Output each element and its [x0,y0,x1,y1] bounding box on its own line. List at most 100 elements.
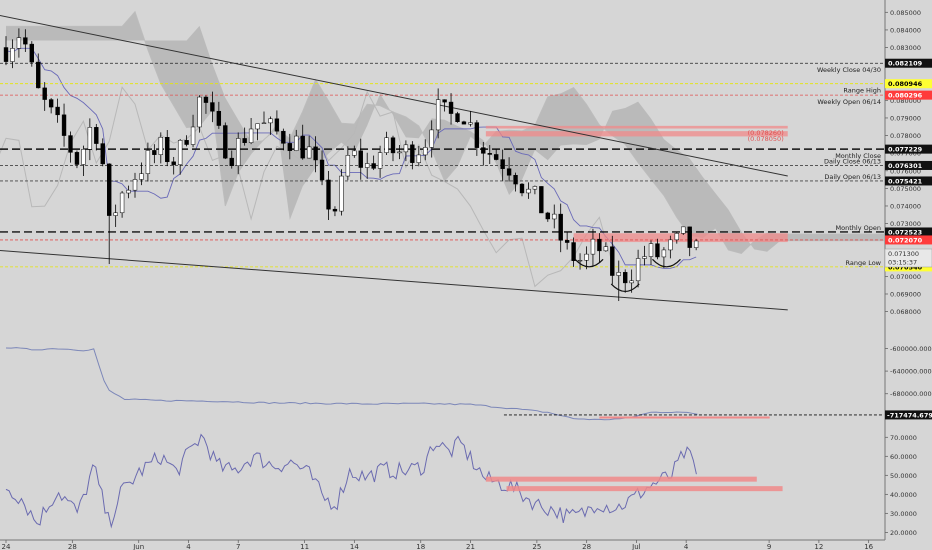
zone-label: (0.078260) [748,129,784,137]
candle-body [642,256,647,259]
candle [29,41,34,67]
candle [113,204,118,227]
candle-body [152,150,157,155]
indicator-tick-label: -640000.0000 [890,368,932,376]
price-tick-label: 0.083000 [890,44,921,52]
candle [455,111,460,123]
candle [139,162,144,186]
candle-body [177,140,183,165]
candle-body [55,106,60,116]
indicator-pane[interactable] [0,347,884,423]
candle-body [145,150,151,174]
candle-body [423,147,428,156]
candle-body [171,161,176,165]
candle [306,135,312,159]
candle-body [448,101,454,114]
level-tag: 0.082109 [888,60,923,68]
level-label: Monthly Open [836,224,881,232]
level-label: Range Low [846,259,882,267]
candle-body [571,242,576,261]
candle-body [352,150,357,156]
candle [281,128,286,151]
candle [171,156,176,175]
price-tick-label: 0.069000 [890,290,921,298]
candle-body [313,146,318,161]
time-tick-label: Jul [631,543,641,550]
resistance-zone [485,131,788,137]
candle [319,150,325,186]
time-tick-label: 25 [532,543,541,550]
candle [558,203,563,253]
pattern-arc [574,258,604,268]
candle-body [210,102,215,112]
candle-body [326,179,331,210]
candle-body [68,135,73,153]
candle-body [532,186,538,190]
candle-body [584,253,589,261]
countdown-label: 03:15:37 [888,259,917,267]
candle-body [345,155,351,177]
candle-body [442,99,447,103]
candle-body [687,226,692,248]
candle-body [429,129,434,148]
candle-body [655,243,660,258]
candle-body [281,130,286,144]
conversion-line [5,47,697,269]
level-label: Monthly Close [835,152,881,160]
level-tag: 0.070540 [888,263,923,271]
candle-body [390,137,396,154]
candle-body [693,240,699,248]
candle [3,36,9,66]
candle-body [500,159,505,169]
time-axis[interactable]: 24 28 Jun 4 7 11 14 18 21 25 28 Jul 4 9 12 16 [0,539,885,550]
indicator-line [5,347,698,421]
rsi-pane[interactable] [5,433,783,529]
price-pane[interactable]: (0.078260)(0.078050) Weekly Close 04/30 Ra… [0,10,922,339]
time-tick-label: 14 [350,543,359,550]
candle [590,228,596,267]
price-tick-label: 0.084000 [890,26,921,34]
candle [616,260,621,302]
indicator-tick-label: -680000.0000 [890,390,932,398]
candle [577,253,583,270]
candle [300,124,305,160]
candle [48,98,54,114]
candle [629,269,634,293]
candle-body [513,175,518,185]
candle-body [61,114,67,136]
candle [158,132,163,164]
price-axis[interactable]: 0.0850000.0840000.0830000.0820000.081000… [884,0,932,550]
candle-body [42,87,47,100]
candle-body [197,96,202,128]
candle-body [113,212,118,216]
candle [416,146,421,167]
indicator-current-label: -717474.6793 [887,411,932,419]
candle-body [339,175,344,212]
level-tag: 0.080296 [888,92,923,100]
candle-body [94,127,99,144]
candle-body [165,137,170,163]
candle-body [300,135,305,159]
candle [513,172,518,192]
candle-body [455,113,460,122]
rsi-line [5,433,697,529]
price-tick-label: 0.085000 [890,9,921,17]
zone-label: (0.078050) [748,135,784,143]
candle [55,98,60,123]
candle [313,136,318,173]
candle-body [229,157,234,166]
candle [681,226,686,235]
level-label: Daily Open 06/13 [824,173,881,181]
candle-body [597,238,602,252]
ichimoku-cloud [6,11,884,254]
candle-body [661,249,667,258]
indicator-tag-bg [885,410,932,420]
candle-body [681,226,686,234]
candle [487,145,492,164]
pattern-arc [610,283,640,293]
time-tick-label: Jun [132,543,144,550]
candle-body [384,137,389,153]
candle-body [74,152,80,165]
